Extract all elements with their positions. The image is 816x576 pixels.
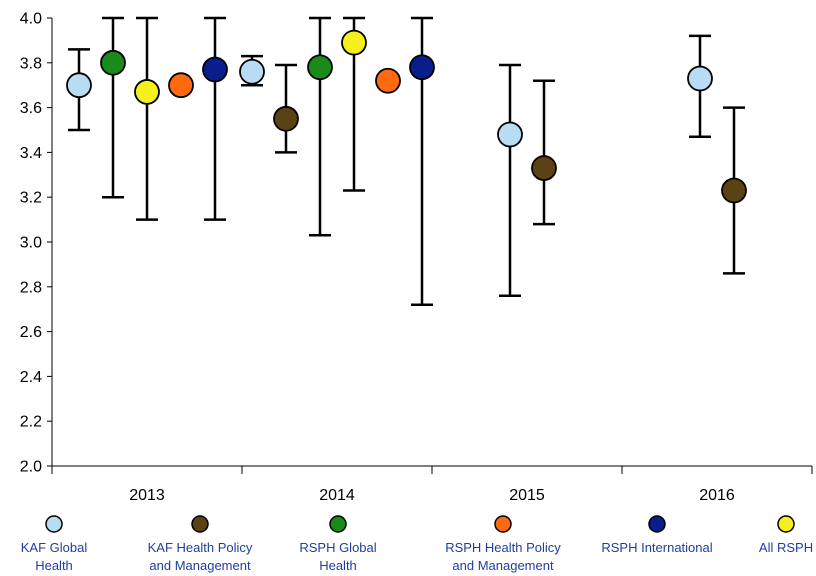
data-point <box>687 65 713 92</box>
data-point <box>239 58 265 85</box>
y-tick-label: 2.4 <box>20 369 42 386</box>
data-point <box>100 49 126 76</box>
data-point <box>721 177 747 204</box>
x-tick-label: 2015 <box>509 487 545 504</box>
data-point <box>134 79 160 105</box>
legend-label: All RSPH <box>759 540 813 555</box>
legend-label: Health <box>319 558 357 573</box>
y-tick-label: 3.2 <box>20 190 42 207</box>
legend-marker <box>191 515 209 533</box>
y-tick-label: 2.0 <box>20 459 42 476</box>
legend-label: KAF Global <box>21 540 88 555</box>
legend-label: and Management <box>452 558 554 573</box>
y-tick-label: 3.4 <box>20 145 42 162</box>
data-point <box>202 56 228 83</box>
legend-label: RSPH Global <box>299 540 376 555</box>
y-tick-label: 4.0 <box>20 11 42 28</box>
legend-label: and Management <box>149 558 251 573</box>
legend-marker <box>329 515 347 533</box>
data-points <box>66 29 747 204</box>
legend-label: Health <box>35 558 73 573</box>
data-point <box>375 67 401 94</box>
data-point <box>66 72 92 99</box>
y-tick-label: 2.8 <box>20 279 42 296</box>
data-point <box>497 121 523 148</box>
x-tick-label: 2013 <box>129 487 165 504</box>
data-point <box>531 155 557 181</box>
legend-label: KAF Health Policy <box>148 540 253 555</box>
legend-marker <box>648 515 666 533</box>
data-point <box>273 105 299 132</box>
legend-label: RSPH Health Policy <box>445 540 561 555</box>
y-tick-label: 2.2 <box>20 414 42 431</box>
data-point <box>341 29 367 56</box>
legend: KAF Global Health KAF Health Policy and Man… <box>21 515 813 573</box>
axes: 2.0 2.2 2.4 2.6 2.8 3.0 3.2 3.4 3.6 3.8 4.0 2013 201… <box>20 11 813 504</box>
legend-label: RSPH International <box>601 540 712 555</box>
data-point <box>168 72 194 99</box>
data-point <box>409 54 435 81</box>
y-tick-label: 2.6 <box>20 324 42 341</box>
x-tick-label: 2014 <box>319 487 355 504</box>
error-bars <box>68 16 745 306</box>
y-tick-label: 3.6 <box>20 100 42 117</box>
legend-marker <box>494 515 512 533</box>
legend-marker <box>45 515 63 533</box>
y-tick-label: 3.8 <box>20 55 42 72</box>
x-tick-label: 2016 <box>699 487 735 504</box>
legend-marker <box>777 515 795 533</box>
data-point <box>307 54 333 81</box>
y-tick-label: 3.0 <box>20 235 42 252</box>
